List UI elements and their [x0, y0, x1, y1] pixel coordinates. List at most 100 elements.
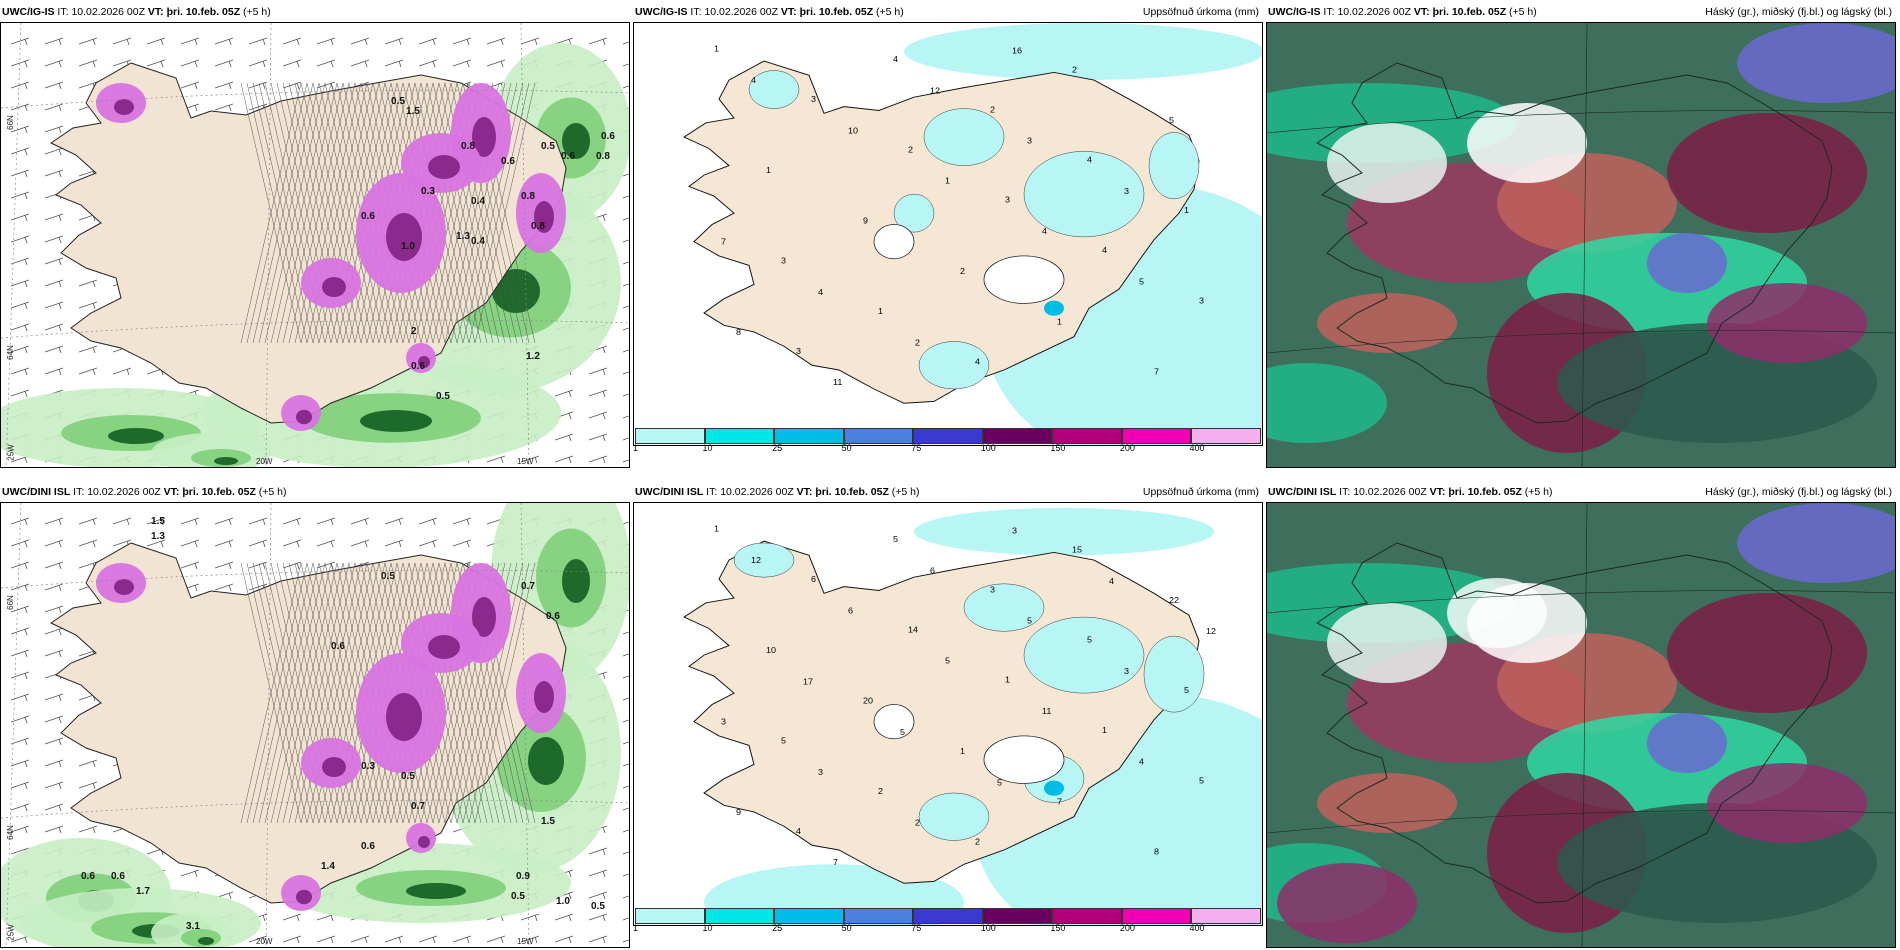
precip-value: 5	[900, 727, 905, 737]
precip-value: 1	[1005, 675, 1010, 685]
value-label: 0.3	[421, 186, 435, 197]
precip-value: 3	[1012, 526, 1017, 536]
value-label: 0.9	[516, 871, 530, 882]
map-svg	[1267, 503, 1895, 947]
axis-label-lat-66: 66N	[5, 115, 15, 130]
map-svg: 1.5 1.3 0.5 0.6 0.7 0.6 0.5 0.7 0.6 3.1 0.6 1.5 0.5 1…	[1, 503, 629, 947]
value-label: 0.8	[531, 221, 545, 232]
header-vt: þri. 10.feb. 05Z	[799, 6, 874, 18]
axis-label-lon-15: 15W	[517, 457, 534, 466]
precip-value: 4	[1087, 155, 1092, 165]
colorbar-tick: 75	[911, 443, 922, 453]
value-label: 0.6	[331, 641, 345, 652]
colorbar-segment	[1191, 428, 1261, 444]
value-label: 0.5	[541, 141, 555, 152]
value-label: 1.4	[321, 861, 335, 872]
value-label: 2	[411, 326, 417, 337]
precip-value: 7	[833, 857, 838, 867]
header-run: 10.02.2026 00Z	[704, 6, 778, 18]
panel-dini-precip: UWC/DINI ISL IT: 10.02.2026 00Z VT: þri.…	[633, 480, 1263, 933]
value-label: 1.5	[541, 816, 555, 827]
header-lead: (+5 h)	[243, 6, 271, 18]
colorbar-tick: 200	[1119, 923, 1135, 933]
iceland-land	[683, 60, 1200, 404]
colorbar-segment	[913, 428, 983, 444]
header-model: UWC/DINI ISL	[635, 486, 704, 498]
value-labels: 1.5 1.3 0.5 0.6 0.7 0.6 0.5 0.7 0.6 3.1 0.6 1.5 0.5 1…	[81, 516, 605, 932]
value-label: 0.4	[471, 196, 485, 207]
colorbar-segment	[774, 428, 844, 444]
precip-value: 4	[1102, 245, 1107, 255]
precip-value: 3	[811, 94, 816, 104]
colorbar-tick: 1	[633, 443, 639, 453]
precip-value: 1	[1184, 205, 1189, 215]
header-lead: (+5 h)	[891, 486, 920, 498]
header-lead: (+5 h)	[1509, 6, 1537, 18]
precip-value: 7	[721, 237, 726, 247]
value-label: 0.6	[411, 361, 425, 372]
panel-header: UWC/IG-IS IT: 10.02.2026 00Z VT: þri. 10…	[635, 2, 1259, 22]
precip-value: 1	[960, 746, 965, 756]
map-svg: 1614115453555221522102017812651149765333…	[634, 503, 1262, 925]
panel-ig-precip: UWC/IG-IS IT: 10.02.2026 00Z VT: þri. 10…	[633, 0, 1263, 453]
header-vt: þri. 10.feb. 05Z	[815, 486, 889, 498]
precip-value: 1	[1102, 725, 1107, 735]
precip-value: 3	[796, 346, 801, 356]
precip-value: 11	[833, 377, 842, 387]
precip-value: 22	[1169, 595, 1179, 605]
axis-label-lat-64: 64N	[5, 345, 15, 360]
precip-labels: 1614115453555221522102017812651149765333…	[714, 524, 1216, 867]
value-label: 0.6	[111, 871, 125, 882]
precip-value: 4	[893, 54, 898, 64]
map-cloud	[1266, 22, 1896, 468]
panel-header: UWC/DINI ISL IT: 10.02.2026 00Z VT: þri.…	[1268, 482, 1892, 502]
panel-dini-cloud: UWC/DINI ISL IT: 10.02.2026 00Z VT: þri.…	[1266, 480, 1896, 948]
header-title-right: Háský (gr.), miðský (fj.bl.) og lágský (…	[1705, 486, 1892, 498]
precip-value: 10	[848, 125, 858, 135]
colorbar-tick: 10	[702, 443, 713, 453]
value-label: 0.7	[411, 801, 425, 812]
header-title-right: Uppsöfnuð úrkoma (mm)	[1142, 6, 1259, 18]
header-lead: (+5 h)	[1524, 486, 1553, 498]
header-run-prefix: IT:	[73, 486, 85, 498]
precip-value: 4	[751, 75, 756, 85]
precip-value: 9	[863, 216, 868, 226]
precip-value: 4	[975, 356, 980, 366]
header-vt-prefix: VT:	[147, 6, 164, 18]
value-label: 0.6	[361, 841, 375, 852]
value-label: 1.3	[456, 231, 470, 242]
header-vt-prefix: VT:	[1413, 6, 1430, 18]
panel-header: UWC/IG-IS IT: 10.02.2026 00Z VT: þri. 10…	[2, 2, 626, 22]
axis-label-lon-20: 20W	[256, 457, 273, 466]
value-label: 0.5	[591, 901, 605, 912]
precip-value: 6	[848, 605, 853, 615]
colorbar-tick: 150	[1050, 443, 1066, 453]
header-lead: (+5 h)	[876, 6, 904, 18]
map-precip: 1 3 2 3 4 3 3 4 2 4 1 3 1 4 2 5 1 9 2 1 7 4 10 1 4 5 8 11 12 3 3 7 4 2 16	[633, 22, 1263, 446]
precip-value: 8	[736, 327, 741, 337]
colorbar-segment	[635, 908, 705, 924]
value-label: 1.7	[136, 886, 150, 897]
header-lead: (+5 h)	[258, 486, 287, 498]
value-label: 0.6	[501, 156, 515, 167]
colorbar-segment	[704, 908, 775, 924]
header-run-prefix: IT:	[706, 486, 718, 498]
value-label: 1.0	[556, 896, 570, 907]
header-run: 10.02.2026 00Z	[720, 486, 794, 498]
colorbar-segment	[774, 908, 844, 924]
header-model: UWC/DINI ISL	[2, 486, 71, 498]
value-label: 0.6	[601, 131, 615, 142]
precip-value: 5	[1027, 616, 1032, 626]
value-label: 0.6	[546, 611, 560, 622]
colorbar-segment	[1191, 908, 1261, 924]
precip-value: 7	[1154, 367, 1159, 377]
colorbar-tick: 100	[980, 923, 996, 933]
value-label: 0.8	[461, 141, 475, 152]
value-labels: 0.50.60.30.41.31.00.80.60.50.6 0.80.40.80…	[361, 96, 615, 402]
precip-value: 1	[714, 524, 719, 534]
precip-value: 2	[908, 144, 913, 154]
header-model: UWC/IG-IS	[1268, 6, 1321, 18]
colorbar-tick: 1	[633, 923, 639, 933]
value-label: 0.5	[381, 571, 395, 582]
precip-value: 5	[1199, 776, 1204, 786]
